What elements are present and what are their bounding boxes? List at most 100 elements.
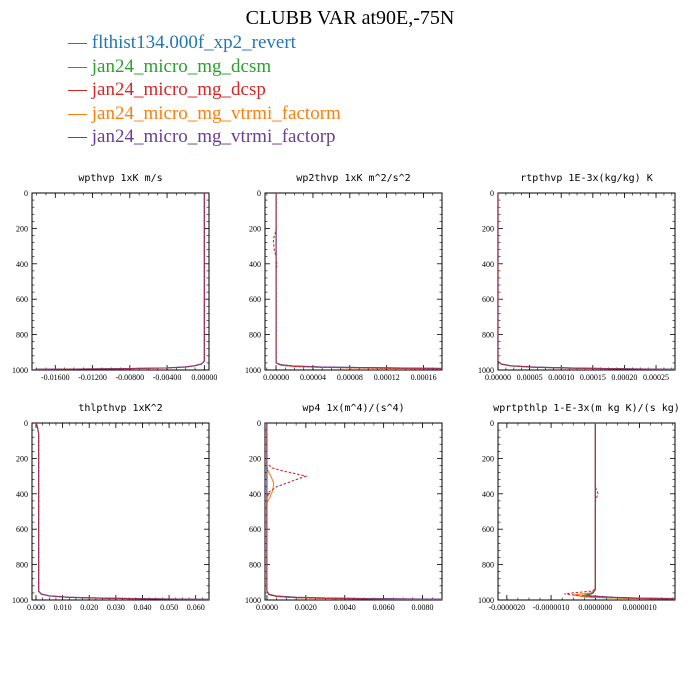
page-title: CLUBB VAR at90E,-75N: [245, 7, 455, 29]
y-tick-label: 600: [249, 525, 261, 534]
y-tick-label: 800: [16, 561, 28, 570]
series-line-3: [586, 423, 675, 600]
y-tick-label: 400: [249, 490, 261, 499]
series-line-3: [275, 193, 442, 369]
series-line-4: [272, 193, 442, 370]
series-line-3: [266, 423, 442, 600]
x-tick-label: 0.030: [107, 603, 125, 612]
series-line-2: [266, 423, 442, 600]
panel-title-5: wprtpthlp 1-E-3x(m kg K)/(s kg): [493, 403, 680, 414]
y-tick-label: 1000: [478, 366, 494, 375]
y-tick-label: 800: [482, 561, 494, 570]
series-line-1: [266, 423, 442, 600]
series-line-0: [266, 423, 442, 600]
series-line-0: [34, 193, 205, 370]
x-tick-label: 0.0000010: [623, 603, 657, 612]
y-tick-label: 1000: [12, 366, 28, 375]
x-tick-label: 0.00004: [300, 373, 326, 382]
legend-label-2: jan24_micro_mg_dcsp: [91, 79, 266, 100]
x-tick-label: 0.00015: [580, 373, 606, 382]
y-tick-label: 200: [16, 224, 28, 233]
plot-frame: [497, 422, 676, 601]
y-tick-label: 600: [482, 525, 494, 534]
legend-item-4: — jan24_micro_mg_vtrmi_factorp: [68, 125, 341, 149]
y-tick-label: 200: [482, 224, 494, 233]
panel-title-3: thlpthvp 1xK^2: [78, 403, 162, 414]
x-tick-label: -0.01200: [78, 373, 107, 382]
series-line-2: [35, 423, 209, 600]
y-tick-label: 200: [482, 454, 494, 463]
x-tick-label: -0.0000010: [533, 603, 570, 612]
y-tick-label: 400: [16, 260, 28, 269]
x-tick-label: 0.00012: [374, 373, 400, 382]
legend: — flthist134.000f_xp2_revert — jan24_mic…: [68, 31, 341, 149]
series-line-1: [35, 423, 209, 600]
y-tick-label: 1000: [245, 366, 261, 375]
x-tick-label: 0.00020: [611, 373, 637, 382]
legend-item-0: — flthist134.000f_xp2_revert: [68, 31, 341, 55]
x-tick-label: 0.0000: [256, 603, 278, 612]
x-tick-label: 0.010: [54, 603, 72, 612]
series-line-2: [34, 193, 205, 370]
x-tick-label: -0.00400: [153, 373, 182, 382]
y-tick-label: 0: [490, 419, 494, 428]
series-line-3: [498, 193, 675, 370]
y-tick-label: 200: [249, 454, 261, 463]
series-line-0: [586, 423, 675, 600]
x-tick-label: 0.0080: [412, 603, 434, 612]
x-tick-label: 0.00010: [548, 373, 574, 382]
legend-item-3: — jan24_micro_mg_vtrmi_factorm: [68, 102, 341, 126]
y-tick-label: 600: [16, 525, 28, 534]
y-tick-label: 400: [16, 490, 28, 499]
y-tick-label: 200: [249, 224, 261, 233]
x-tick-label: -0.0000020: [489, 603, 526, 612]
legend-label-3: jan24_micro_mg_vtrmi_factorm: [91, 102, 341, 124]
x-tick-label: 0.000: [27, 603, 45, 612]
chart-panel-0: wpthvp 1xK m/s02004006008001000-0.01600-…: [12, 173, 217, 382]
plot-frame: [497, 192, 676, 371]
panel-title-4: wp4 1x(m^4)/(s^4): [302, 403, 404, 414]
series-line-4: [564, 423, 675, 600]
y-tick-label: 600: [482, 295, 494, 304]
y-tick-label: 0: [24, 419, 28, 428]
y-tick-label: 800: [16, 331, 28, 340]
panel-title-0: wpthvp 1xK m/s: [78, 173, 162, 184]
series-line-2: [498, 193, 675, 370]
x-tick-label: 0.050: [160, 603, 178, 612]
x-tick-label: -0.00800: [115, 373, 144, 382]
x-tick-label: 0.060: [187, 603, 205, 612]
series-line-1: [498, 193, 675, 370]
legend-label-0: flthist134.000f_xp2_revert: [91, 32, 296, 53]
series-line-0: [35, 423, 209, 600]
x-tick-label: 0.00008: [337, 373, 363, 382]
chart-panel-4: wp4 1x(m^4)/(s^4) 0 200 400 600 800 10000.0000…: [245, 403, 443, 612]
y-tick-label: 400: [482, 260, 494, 269]
y-tick-label: 0: [490, 189, 494, 198]
y-tick-label: 800: [249, 561, 261, 570]
chart-panel-5: wprtpthlp 1-E-3x(m kg K)/(s kg) 0 200 400 60…: [478, 403, 680, 612]
legend-dash: —: [68, 102, 92, 124]
panel-title-1: wp2thvp 1xK m^2/s^2: [296, 173, 410, 184]
plot-frame: [264, 422, 443, 601]
x-tick-label: 0.0040: [334, 603, 356, 612]
plot-frame: [264, 192, 443, 371]
y-tick-label: 400: [249, 260, 261, 269]
series-line-0: [498, 193, 675, 370]
y-tick-label: 0: [257, 419, 261, 428]
x-tick-label: -0.01600: [41, 373, 70, 382]
x-tick-label: 0.00000: [191, 373, 217, 382]
y-tick-label: 800: [482, 331, 494, 340]
y-tick-label: 600: [16, 295, 28, 304]
y-tick-label: 0: [257, 189, 261, 198]
series-line-1: [34, 193, 205, 370]
series-line-2: [275, 193, 442, 370]
y-tick-label: 1000: [478, 596, 494, 605]
chart-panel-2: rtpthvp 1E-3x(kg/kg) K020040060080010000…: [478, 173, 676, 382]
y-tick-label: 600: [249, 295, 261, 304]
series-line-0: [275, 193, 442, 369]
plot-frame: [31, 192, 210, 371]
x-tick-label: 0.00000: [485, 373, 511, 382]
chart-panel-1: wp2thvp 1xK m^2/s^2020040060080010000.00…: [245, 173, 443, 382]
y-tick-label: 1000: [12, 596, 28, 605]
